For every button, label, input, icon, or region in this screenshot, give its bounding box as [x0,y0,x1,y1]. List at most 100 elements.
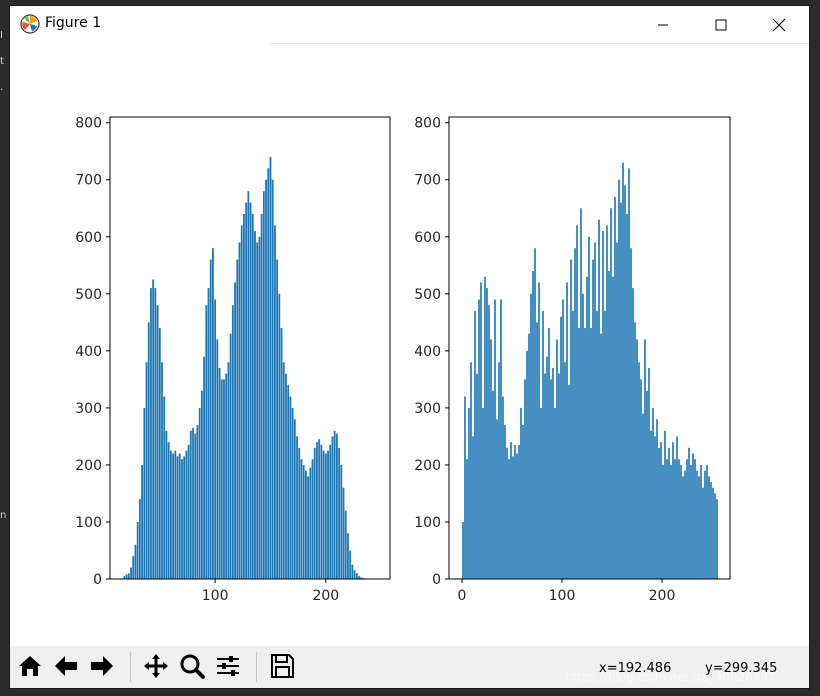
axes-frame [109,116,391,580]
histogram-bar [534,248,536,579]
histogram-bar [540,407,542,579]
zoom-button[interactable] [176,650,208,682]
histogram-bar [688,447,690,579]
histogram-bar [167,442,170,579]
figure-svg: 0 100 200 300 400 500 600 700 800 100 200 0 100 200 30… [75,116,731,604]
histogram-bar [578,328,580,579]
title-divider [270,43,809,44]
histogram-bar [546,356,548,579]
title-bar[interactable]: Figure 1 [10,6,809,44]
histogram-bar [700,464,702,579]
y-tick-label: 200 [75,458,102,474]
histogram-bar [696,470,698,579]
axes-frame [448,116,731,580]
minimize-button[interactable] [640,6,686,44]
histogram-bar [476,373,478,579]
subplot-1: 0 100 200 300 400 500 600 700 800 100 200 [75,116,391,604]
histogram-bar [344,510,347,579]
background-text: n [0,510,7,521]
histogram-bar [123,576,126,579]
histogram-bar [588,236,590,579]
figure-canvas[interactable]: 0 100 200 300 400 500 600 700 800 100 200 0 100 200 30… [10,44,809,646]
histogram-bar [532,271,534,579]
navigation-toolbar: x=192.486 y=299.345 [10,646,809,688]
histogram-bar [662,464,664,579]
histogram-bar [564,362,566,579]
histogram-bar [706,464,708,579]
back-button[interactable] [50,650,82,682]
pan-button[interactable] [140,650,172,682]
histogram-bar [484,276,486,579]
forward-button[interactable] [86,650,118,682]
histogram-bar [227,362,230,579]
close-button[interactable] [756,6,802,44]
histogram-bar [360,577,363,579]
histogram-bar [716,499,718,579]
histogram-bar [220,379,223,579]
histogram-bar [556,339,558,579]
histogram-bar [496,419,498,579]
maximize-button[interactable] [698,6,744,44]
watermark-text: https://blog.csdn.net/qq_40626497 [565,670,776,684]
histogram-bar [560,316,562,579]
window-title: Figure 1 [45,15,102,31]
histogram-bar [646,390,648,579]
histogram-bar [708,476,710,579]
histogram-bar [282,362,285,579]
histogram-bar [478,299,480,579]
histogram-bar [342,487,345,579]
x-tick-label: 200 [649,588,676,604]
save-button[interactable] [266,650,298,682]
histogram-bar [516,453,518,579]
histogram-bar [634,322,636,579]
y-tick-label: 300 [75,401,102,417]
histogram-bar [528,333,530,579]
histogram-bar [163,396,166,579]
y-tick-label: 0 [93,572,102,588]
histogram-bar [472,436,474,579]
histogram-bar [313,447,316,579]
histogram-bar [304,470,307,579]
histogram-bar [324,453,327,579]
histogram-bar [590,328,592,579]
home-button[interactable] [14,650,46,682]
histogram-bar [530,293,532,579]
histogram-bar [260,213,263,579]
histogram-bar [207,288,210,579]
configure-subplots-button[interactable] [212,650,244,682]
save-icon [271,654,294,678]
histogram-bar [526,350,528,579]
histogram-bar [273,225,276,579]
histogram-bar [212,248,214,579]
histogram-bar [143,407,146,579]
histogram-bar [620,202,622,579]
histogram-bar [670,464,672,579]
y-tick-label: 100 [414,515,441,531]
histogram-bar [600,333,602,579]
histogram-bar [486,288,488,579]
histogram-bar [287,385,290,579]
histogram-bar [654,436,656,579]
background-text: . [0,82,4,93]
histogram-bar [514,444,516,579]
cursor-y-readout: y=299.345 [705,661,778,676]
histogram-bar [176,456,179,579]
histogram-bar [562,299,564,579]
histogram-bar [550,379,552,579]
histogram-bar [347,533,349,579]
histogram-bar [630,248,632,579]
histogram-bar [223,379,225,579]
histogram-bar [714,493,716,579]
histogram-bar [150,288,152,579]
histogram-bar [209,259,212,579]
histogram-bar [194,433,197,579]
histogram-bar [672,442,674,579]
histogram-bar [192,427,194,579]
histogram-bar [538,282,540,579]
histogram-bar [676,436,678,579]
histogram-bar [189,430,192,579]
histogram-bar [608,271,610,579]
histogram-bar [492,390,494,579]
histogram-bar [240,225,243,579]
histogram-bar [652,407,654,579]
